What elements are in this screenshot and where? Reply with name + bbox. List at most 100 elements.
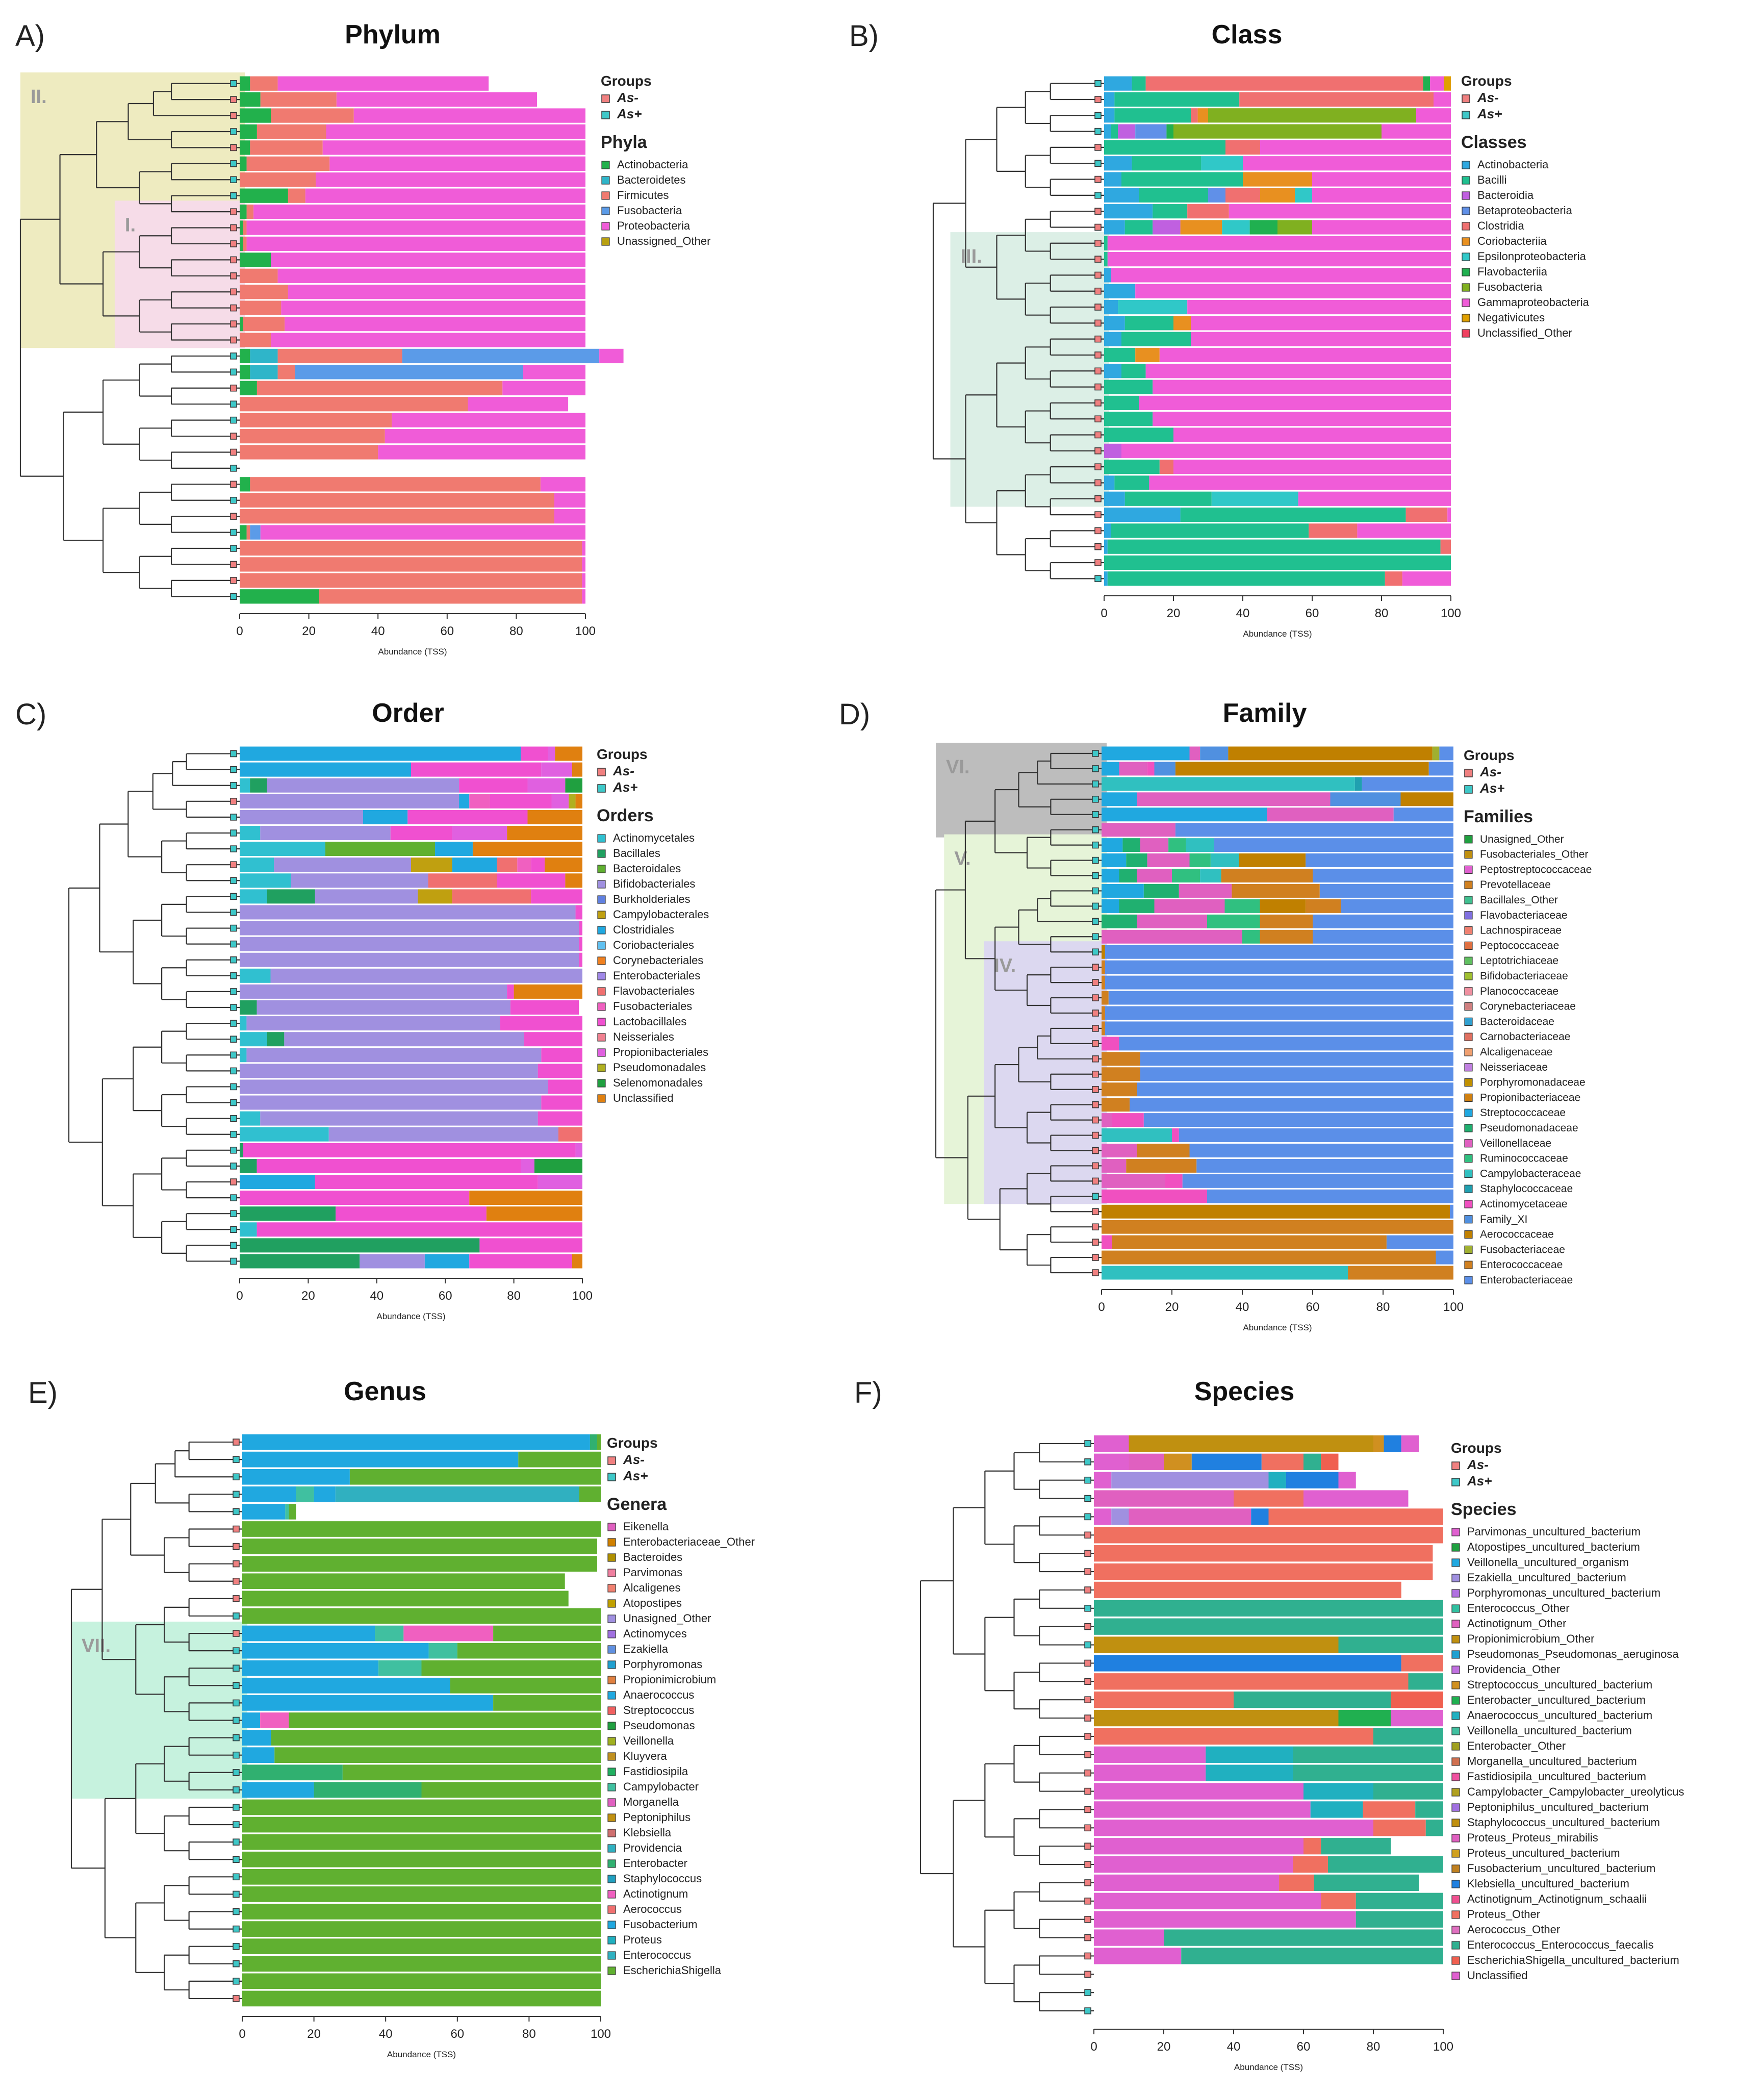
bar-segment xyxy=(243,236,247,251)
legend-swatch xyxy=(1451,1665,1460,1674)
legend-swatch xyxy=(597,1033,606,1042)
bar-segment xyxy=(271,333,585,347)
bar-segment xyxy=(240,873,291,888)
bar-segment xyxy=(1111,268,1451,283)
group-marker xyxy=(230,160,237,167)
group-marker xyxy=(1092,796,1099,803)
panel-title: Species xyxy=(1194,1377,1295,1406)
group-marker xyxy=(230,1051,237,1059)
legend-swatch xyxy=(597,1064,606,1072)
bar-segment xyxy=(1104,412,1153,426)
legend-swatch xyxy=(1462,161,1470,169)
bar-segment xyxy=(1356,1911,1443,1928)
bar-segment xyxy=(1102,960,1105,974)
bar-segment xyxy=(540,477,585,492)
bar-segment xyxy=(1206,1764,1293,1781)
legend-swatch xyxy=(1464,1184,1473,1193)
legend-groups-title: Groups xyxy=(1461,73,1512,89)
group-marker xyxy=(233,1508,240,1516)
bar-segment xyxy=(240,573,582,588)
legend-swatch xyxy=(1462,283,1470,292)
bar-segment xyxy=(1124,316,1173,331)
group-marker xyxy=(1094,527,1102,535)
legend-item-label: Bifidobacteriaceae xyxy=(1480,970,1568,982)
bar-segment xyxy=(240,952,579,967)
bar-segment xyxy=(1094,1600,1443,1617)
bar-segment xyxy=(1321,1453,1339,1470)
bar-segment xyxy=(353,108,585,123)
bar-segment xyxy=(582,573,585,588)
bar-segment xyxy=(1104,299,1118,315)
legend-swatch xyxy=(1451,1650,1460,1659)
group-marker xyxy=(1084,1787,1091,1795)
bar-segment xyxy=(469,1254,572,1269)
bar-segment xyxy=(250,76,278,91)
legend-title: Orders xyxy=(597,806,654,825)
legend-item-label: Carnobacteriaceae xyxy=(1480,1031,1570,1043)
legend-swatch xyxy=(607,1798,616,1807)
group-marker xyxy=(230,908,237,916)
bar-segment xyxy=(1207,914,1260,928)
legend-swatch xyxy=(607,1473,616,1481)
bar-segment xyxy=(1239,853,1306,868)
bar-segment xyxy=(242,1434,590,1450)
legend-item-label: Proteus xyxy=(623,1933,662,1946)
legend-swatch xyxy=(607,1813,616,1822)
bar-segment xyxy=(1228,746,1433,761)
bar-segment xyxy=(1119,762,1147,776)
legend-item-label: Klebsiella xyxy=(623,1826,672,1839)
bar-segment xyxy=(242,1921,601,1937)
bar-segment xyxy=(1313,914,1453,928)
legend-swatch xyxy=(597,987,606,996)
bar-segment xyxy=(493,1625,601,1642)
group-marker xyxy=(230,1036,237,1043)
group-marker xyxy=(1094,415,1102,422)
legend-item-label: Fastidiosipila xyxy=(623,1765,688,1778)
bar-segment xyxy=(421,1782,601,1798)
bar-segment xyxy=(1293,1746,1443,1763)
legend-item-label: Providencia xyxy=(623,1841,682,1854)
legend-swatch xyxy=(1464,1063,1473,1072)
legend-item-label: Unclassified_Other xyxy=(1477,326,1572,339)
group-marker xyxy=(1094,175,1102,183)
bar-segment xyxy=(1094,1655,1401,1672)
panel-letter: B) xyxy=(849,19,879,53)
legend-swatch xyxy=(597,972,606,980)
bar-segment xyxy=(599,348,624,364)
legend-item-label: Kluyvera xyxy=(623,1750,667,1762)
bar-segment xyxy=(538,1175,582,1189)
bar-segment xyxy=(1206,1746,1293,1763)
bar-segment xyxy=(1094,1563,1433,1580)
bar-segment xyxy=(1164,1453,1192,1470)
bar-segment xyxy=(240,445,378,460)
bar-segment xyxy=(246,204,254,219)
group-marker xyxy=(230,1210,237,1217)
bar-segment xyxy=(1094,1856,1293,1873)
bar-segment xyxy=(240,1000,257,1015)
legend-swatch xyxy=(607,1783,616,1791)
legend-swatch xyxy=(1451,1864,1460,1873)
bar-segment xyxy=(1105,975,1453,990)
group-marker xyxy=(230,224,237,232)
bar-segment xyxy=(1119,869,1137,882)
bar-segment xyxy=(1229,204,1451,219)
legend-swatch xyxy=(1451,1819,1460,1827)
bar-segment xyxy=(242,1799,601,1815)
bar-segment xyxy=(1102,807,1267,822)
bar-segment xyxy=(1139,188,1208,203)
legend-item-label: Morganella_uncultured_bacterium xyxy=(1467,1755,1637,1768)
bar-segment xyxy=(1386,1235,1453,1249)
bar-segment xyxy=(1102,975,1105,990)
bar-segment xyxy=(1408,1673,1443,1690)
legend-swatch xyxy=(1462,314,1470,322)
x-tick-label: 80 xyxy=(507,1289,521,1303)
group-marker xyxy=(230,798,237,805)
group-marker xyxy=(233,1821,240,1828)
legend-item-label: Alcaligenes xyxy=(623,1581,681,1594)
bar-segment xyxy=(1214,838,1453,852)
bar-segment xyxy=(277,76,489,91)
bar-segment xyxy=(240,477,250,492)
group-marker xyxy=(230,1147,237,1154)
panel-genus: VII. E) Genus 0 20 40 60 80 100 Abundance (TSS) Gr… xyxy=(28,1376,755,2059)
bar-segment xyxy=(1415,1801,1443,1818)
